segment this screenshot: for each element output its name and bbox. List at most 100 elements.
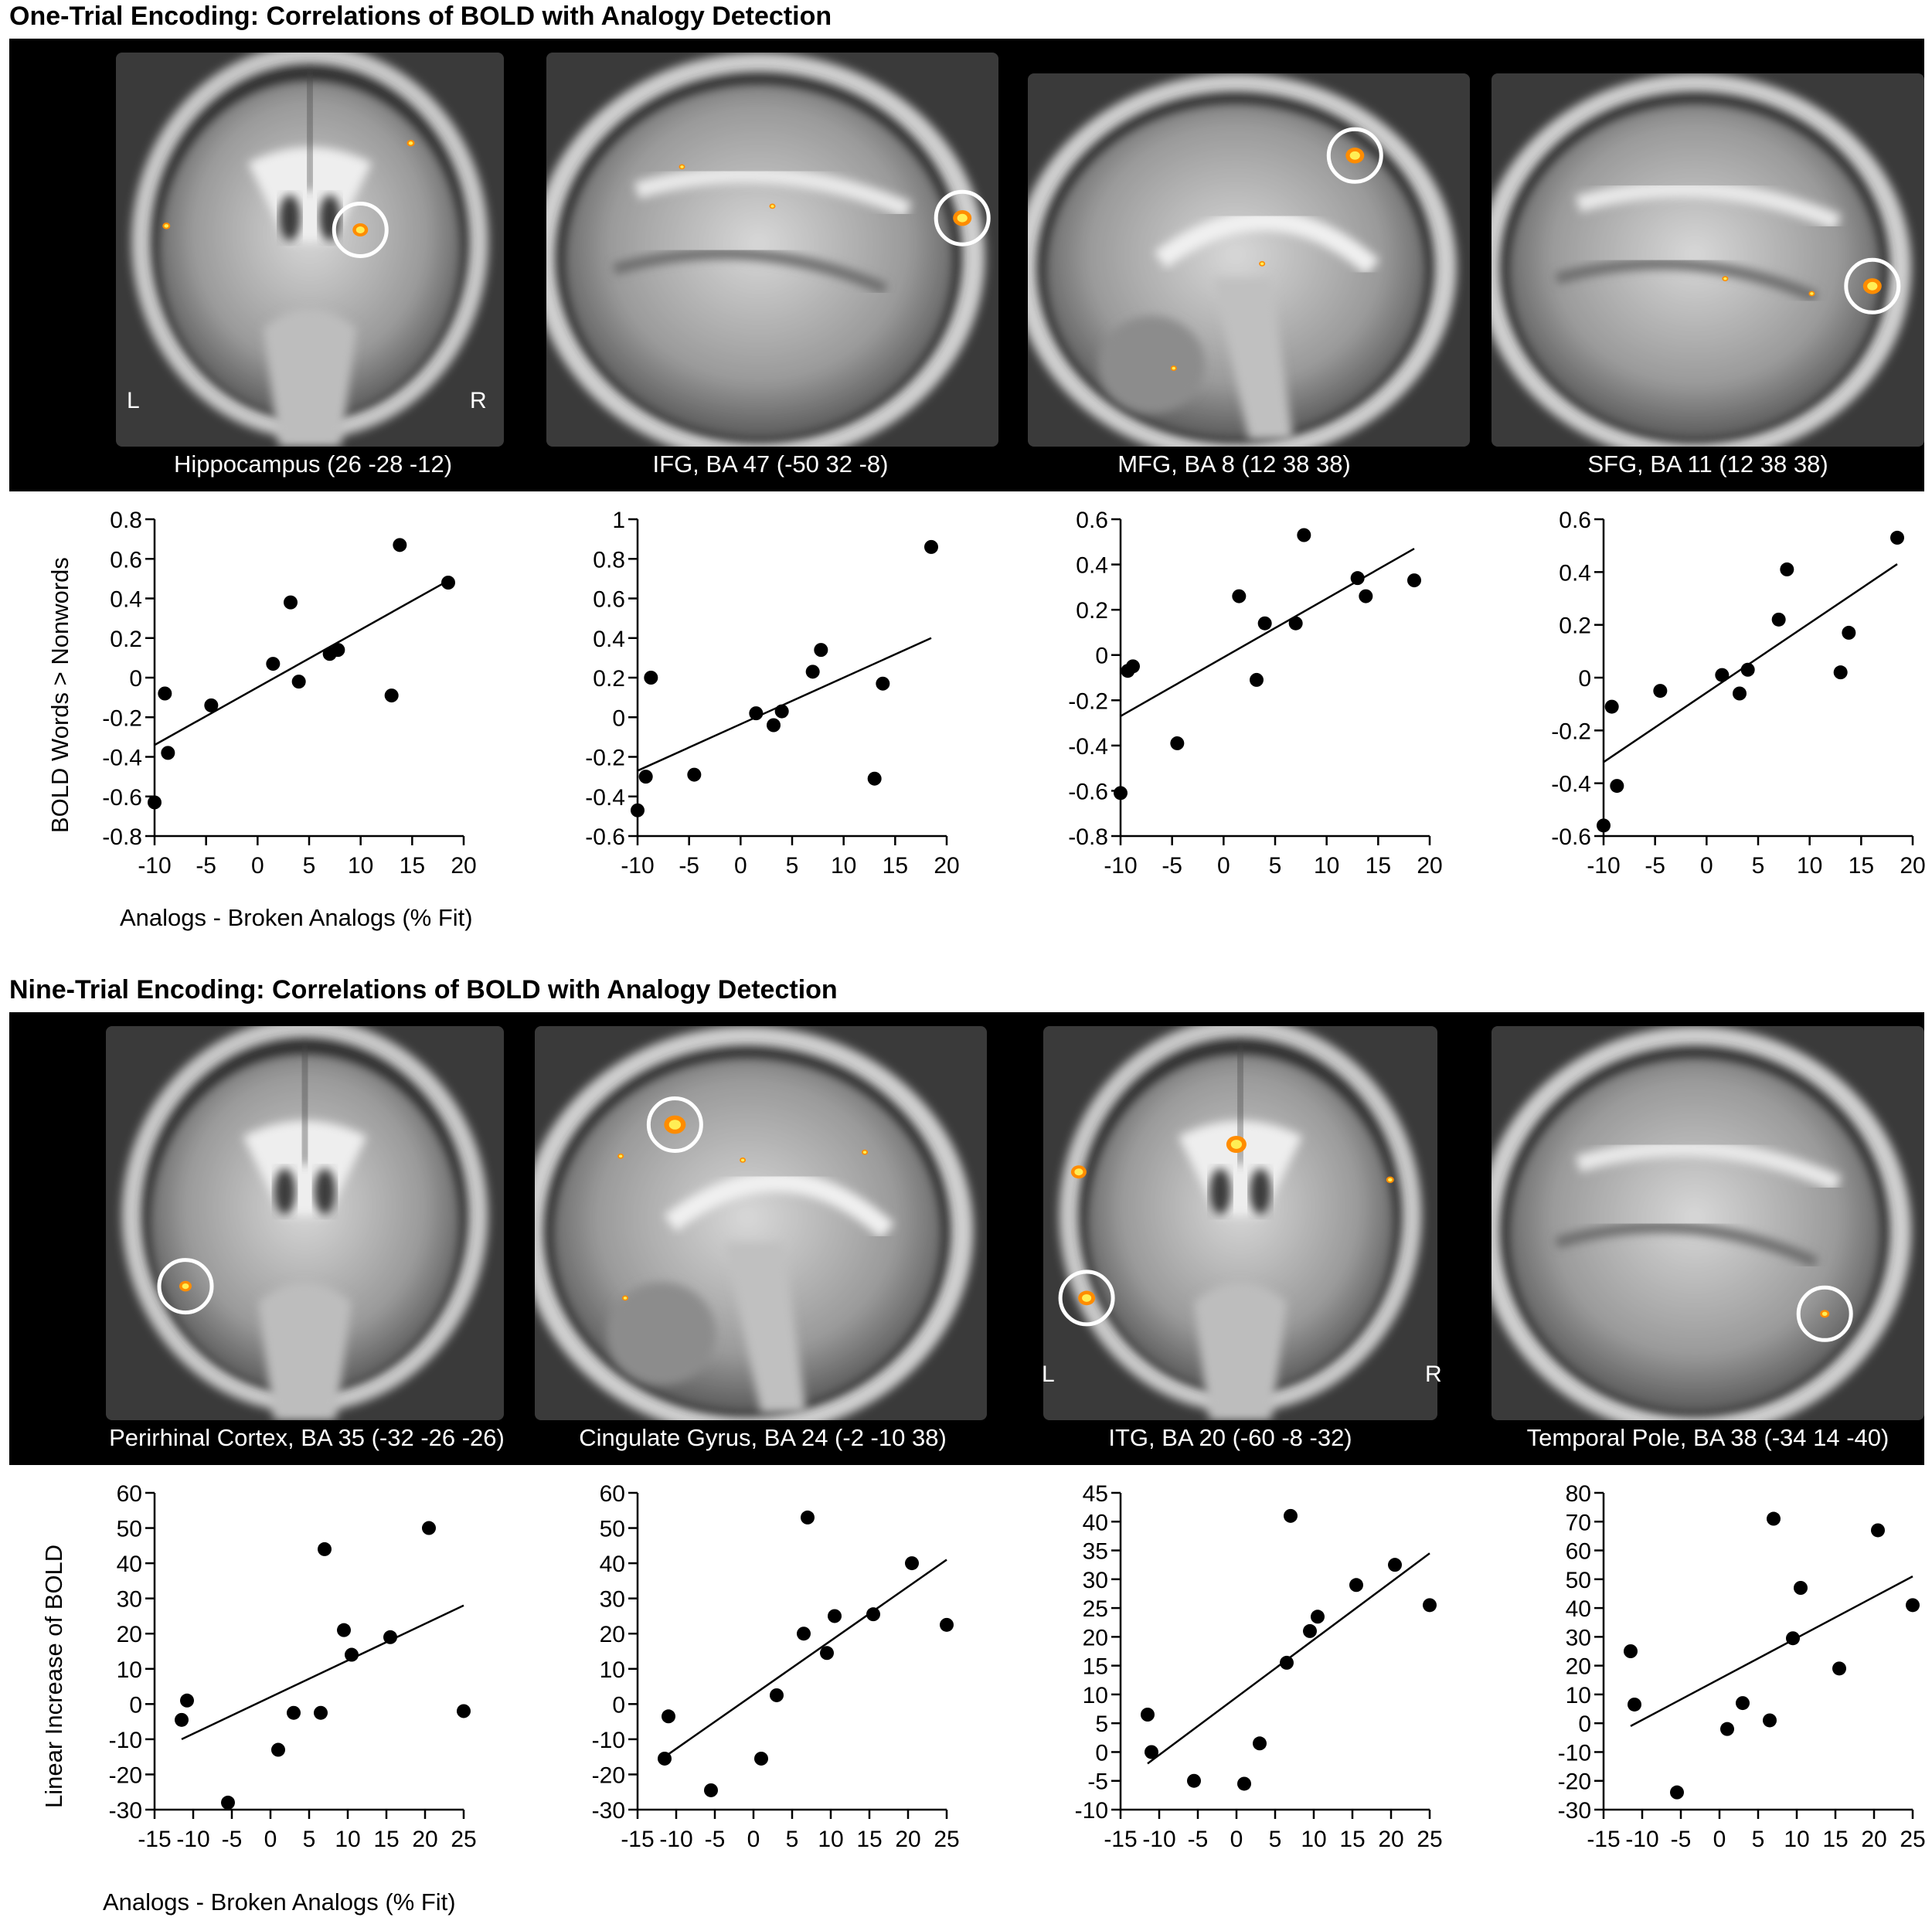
x-tick-label: 15 xyxy=(373,1827,399,1852)
y-tick-label: 10 xyxy=(1566,1683,1591,1708)
brain-slice-coronal xyxy=(106,1026,504,1420)
data-point xyxy=(284,595,298,610)
region-label-cingulate: Cingulate Gyrus, BA 24 (-2 -10 38) xyxy=(579,1424,947,1451)
y-tick-label: -0.2 xyxy=(1551,719,1591,744)
y-tick-label: 0 xyxy=(129,666,142,692)
y-tick-label: 0 xyxy=(1095,1740,1108,1766)
data-point xyxy=(1736,1696,1750,1711)
data-point xyxy=(1767,1511,1781,1526)
data-point xyxy=(384,688,399,703)
y-tick-label: 30 xyxy=(1566,1625,1591,1650)
x-tick-label: -10 xyxy=(659,1827,692,1852)
x-tick-label: -5 xyxy=(1188,1827,1209,1852)
y-tick-label: 20 xyxy=(1083,1625,1108,1650)
x-tick-label: 25 xyxy=(934,1827,959,1852)
y-tick-label: 0 xyxy=(1095,644,1108,669)
x-tick-label: 5 xyxy=(1752,1827,1765,1852)
data-point xyxy=(1653,684,1668,699)
data-point xyxy=(1126,659,1140,674)
x-tick-label: 10 xyxy=(1314,853,1339,879)
y-tick-label: -0.6 xyxy=(1551,824,1591,850)
y-axis-title-one-trial: BOLD Words > Nonwords xyxy=(46,557,73,833)
y-tick-label: 0.8 xyxy=(110,508,142,533)
x-tick-label: 0 xyxy=(251,853,264,879)
y-tick-label: 35 xyxy=(1083,1539,1108,1565)
y-tick-label: 0 xyxy=(612,1692,625,1718)
y-tick-label: 20 xyxy=(117,1622,142,1647)
activation-blob xyxy=(622,1295,628,1301)
section-title-nine-trial: Nine-Trial Encoding: Correlations of BOL… xyxy=(9,975,838,1004)
y-tick-label: 25 xyxy=(1083,1596,1108,1622)
y-tick-label: -20 xyxy=(592,1763,625,1788)
data-point xyxy=(1288,616,1303,631)
x-tick-label: 10 xyxy=(831,853,856,879)
y-tick-label: 40 xyxy=(117,1552,142,1577)
x-axis-title-nine-trial: Analogs - Broken Analogs (% Fit) xyxy=(103,1888,456,1916)
x-tick-label: 5 xyxy=(786,1827,799,1852)
x-tick-label: -5 xyxy=(1671,1827,1692,1852)
roi-circle xyxy=(1058,1270,1115,1327)
data-point xyxy=(271,1742,285,1757)
activation-blob xyxy=(953,210,972,226)
y-tick-label: -0.2 xyxy=(585,746,625,771)
data-point xyxy=(1670,1785,1684,1800)
activation-blob xyxy=(1345,148,1365,164)
brain-slice-coronal xyxy=(116,53,504,447)
y-tick-label: 0.6 xyxy=(110,547,142,573)
data-point xyxy=(1114,786,1128,801)
activation-blob xyxy=(769,203,776,209)
activation-blob xyxy=(862,1149,869,1155)
region-label-ifg: IFG, BA 47 (-50 32 -8) xyxy=(652,450,889,478)
data-point xyxy=(1280,1655,1294,1670)
x-tick-label: -5 xyxy=(222,1827,243,1852)
data-point xyxy=(658,1751,672,1766)
data-point xyxy=(754,1751,768,1766)
x-tick-label: 0 xyxy=(264,1827,277,1852)
x-tick-label: -10 xyxy=(138,853,171,879)
y-tick-label: 60 xyxy=(117,1481,142,1507)
x-tick-label: 20 xyxy=(412,1827,437,1852)
roi-circle xyxy=(1844,257,1901,314)
regression-line xyxy=(1630,1575,1913,1728)
y-tick-label: 0.4 xyxy=(1076,553,1108,579)
brain-strip-nine-trial: L R Perirhinal Cortex, BA 35 (-32 -26 -2… xyxy=(9,1012,1924,1465)
left-marker: L xyxy=(1042,1361,1055,1387)
x-tick-label: 15 xyxy=(1339,1827,1365,1852)
y-tick-label: -0.6 xyxy=(102,785,142,811)
brain-slice-sagittal xyxy=(1492,73,1924,447)
data-point xyxy=(1871,1523,1885,1538)
y-tick-label: -10 xyxy=(1558,1740,1591,1766)
data-point xyxy=(828,1609,842,1623)
data-point xyxy=(204,698,219,712)
brain-panel-mfg xyxy=(1028,73,1470,447)
data-point xyxy=(266,657,281,671)
activation-blob xyxy=(1070,1165,1087,1179)
data-point xyxy=(148,795,162,810)
brain-panel-cingulate xyxy=(535,1026,987,1420)
x-tick-label: 10 xyxy=(335,1827,360,1852)
y-tick-label: 0.2 xyxy=(110,627,142,652)
y-tick-label: -5 xyxy=(1087,1769,1108,1795)
y-tick-label: 20 xyxy=(600,1622,625,1647)
x-tick-label: 10 xyxy=(348,853,373,879)
data-point xyxy=(1350,571,1365,586)
data-point xyxy=(704,1783,718,1797)
x-tick-label: -5 xyxy=(1162,853,1182,879)
x-tick-label: -10 xyxy=(1142,1827,1175,1852)
regression-line xyxy=(664,1559,947,1758)
data-point xyxy=(1349,1578,1363,1593)
x-tick-label: 20 xyxy=(1417,853,1442,879)
data-point xyxy=(1794,1581,1808,1595)
data-point xyxy=(1833,665,1848,680)
x-tick-label: 0 xyxy=(1713,1827,1726,1852)
data-point xyxy=(1141,1708,1155,1722)
scatter-plot-1: 0.8 0.6 0.4 0.2 0 -0.2 -0.4 -0.6 -0.8 -10 -5 0 5 10 15… xyxy=(102,508,476,879)
y-tick-label: 40 xyxy=(1083,1510,1108,1535)
data-point xyxy=(662,1709,675,1724)
y-tick-label: 80 xyxy=(1566,1481,1591,1507)
data-point xyxy=(318,1542,332,1556)
data-point xyxy=(1187,1773,1201,1788)
y-tick-label: 15 xyxy=(1083,1654,1108,1680)
x-tick-label: 15 xyxy=(1366,853,1391,879)
